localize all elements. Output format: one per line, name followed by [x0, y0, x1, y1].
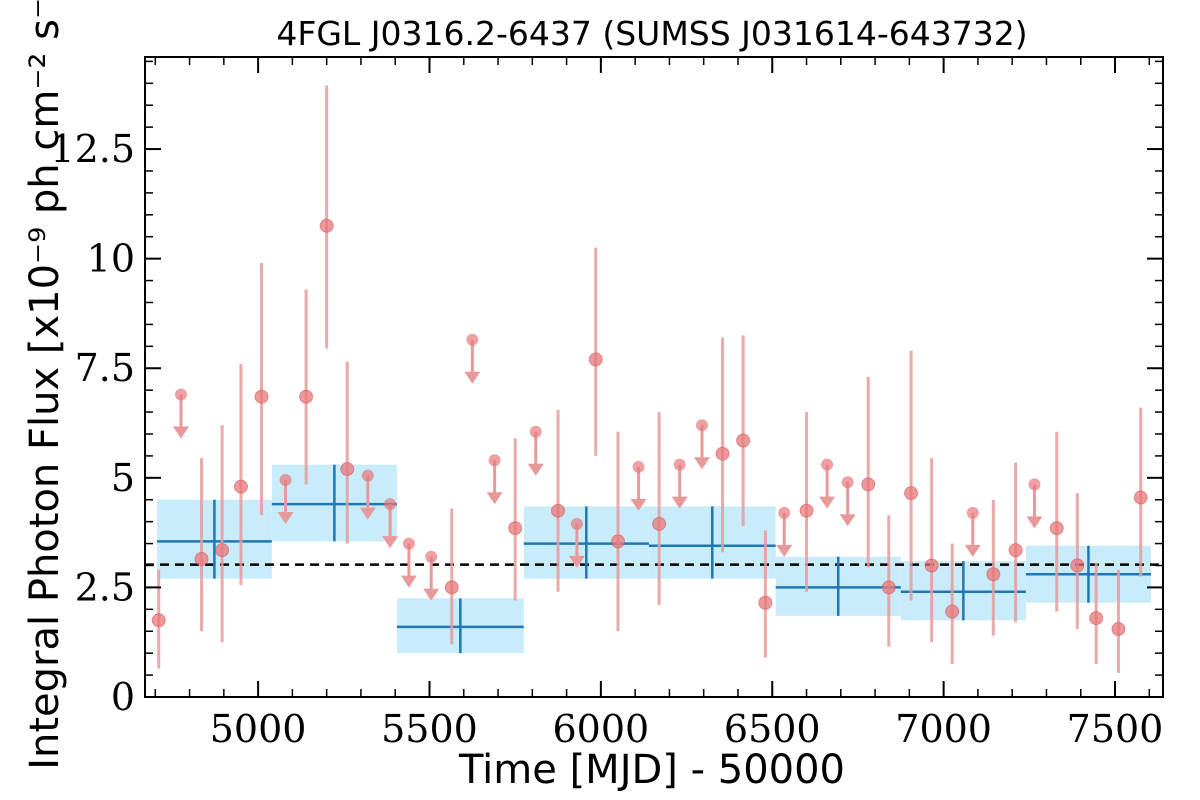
upper-limit-point-13: [778, 506, 791, 519]
upper-limit-arrowhead-3: [382, 536, 399, 549]
upper-limit-point-10: [632, 460, 645, 473]
detection-point-15: [736, 433, 751, 448]
detection-point-23: [986, 567, 1001, 582]
upper-limit-arrowhead-6: [464, 371, 481, 384]
upper-limit-point-4: [402, 537, 415, 550]
detection-point-4: [254, 389, 269, 404]
plot-area: 5000 5500 6000 6500 7000 7500 0 2.5 5 7.5 10 12.5: [50, 56, 1164, 751]
upper-limit-arrowhead-13: [776, 544, 793, 557]
detection-point-6: [319, 218, 334, 233]
x-tick-label-6500: 6500: [724, 707, 821, 751]
detection-point-2: [215, 543, 230, 558]
detection-point-29: [1133, 490, 1148, 505]
detection-point-26: [1070, 558, 1085, 573]
upper-limit-arrowhead-2: [359, 507, 376, 520]
chart-title: 4FGL J0316.2-6437 (SUMSS J031614-643732): [276, 14, 1027, 53]
upper-limit-arrowhead-5: [423, 588, 440, 601]
detection-point-12: [611, 534, 626, 549]
upper-limit-point-3: [384, 498, 397, 511]
upper-limit-point-15: [841, 476, 854, 489]
detection-point-0: [151, 613, 166, 628]
y-tick-label-5: 5: [111, 456, 135, 500]
upper-limit-point-17: [1028, 478, 1041, 491]
upper-limit-arrowhead-16: [964, 544, 981, 557]
x-tick-label-5000: 5000: [210, 707, 307, 751]
upper-limit-point-12: [695, 419, 708, 432]
upper-limit-arrowhead-0: [172, 426, 189, 439]
x-tick-label-6000: 6000: [553, 707, 650, 751]
detection-point-7: [340, 462, 355, 477]
detection-point-21: [924, 558, 939, 573]
detection-point-16: [758, 595, 773, 610]
detection-point-27: [1089, 611, 1104, 626]
upper-limit-arrowhead-12: [693, 457, 710, 470]
upper-limit-arrowhead-14: [819, 496, 836, 509]
detection-point-9: [508, 521, 523, 536]
y-tick-label-2.5: 2.5: [75, 565, 135, 609]
plot-frame: [144, 56, 1164, 698]
x-tick-label-7500: 7500: [1067, 707, 1164, 751]
detection-point-1: [194, 551, 209, 566]
upper-limit-point-8: [529, 425, 542, 438]
y-axis-label: Integral Photon Flux [x10⁻⁹ ph cm⁻² s⁻¹]: [22, 0, 68, 770]
detection-point-24: [1008, 543, 1023, 558]
upper-limit-point-0: [174, 388, 187, 401]
upper-limit-arrowhead-11: [671, 496, 688, 509]
upper-limit-point-5: [425, 550, 438, 563]
y-tick-label-12.5: 12.5: [50, 127, 135, 171]
detection-point-22: [945, 604, 960, 619]
detection-point-11: [588, 352, 603, 367]
upper-limit-point-14: [821, 458, 834, 471]
upper-limit-point-7: [488, 454, 501, 467]
detection-point-8: [444, 580, 459, 595]
detection-point-19: [881, 580, 896, 595]
upper-limit-arrowhead-7: [486, 492, 503, 505]
y-tick-label-0: 0: [111, 675, 135, 719]
upper-limit-point-9: [570, 517, 583, 530]
upper-limit-point-2: [361, 469, 374, 482]
upper-limit-arrowhead-8: [527, 463, 544, 476]
x-axis-label: Time [MJD] - 50000: [458, 747, 845, 793]
upper-limit-arrowhead-9: [568, 555, 585, 568]
detection-point-10: [551, 503, 566, 518]
upper-limit-arrowhead-1: [277, 512, 294, 525]
y-tick-label-7.5: 7.5: [75, 346, 135, 390]
detection-point-13: [652, 516, 667, 531]
upper-limit-arrowhead-4: [400, 575, 417, 588]
detection-point-18: [861, 477, 876, 492]
y-tick-label-10: 10: [87, 237, 135, 281]
upper-limit-arrowhead-15: [839, 514, 856, 527]
x-tick-label-5500: 5500: [381, 707, 478, 751]
detection-point-28: [1111, 622, 1126, 637]
detection-point-20: [904, 486, 919, 501]
upper-limit-point-11: [673, 458, 686, 471]
detection-point-3: [233, 479, 248, 494]
upper-limit-point-1: [279, 474, 292, 487]
upper-limit-point-6: [466, 333, 479, 346]
detection-point-17: [799, 503, 814, 518]
upper-limit-point-16: [966, 506, 979, 519]
detection-point-25: [1049, 521, 1064, 536]
detection-point-14: [715, 446, 730, 461]
detection-point-5: [299, 389, 314, 404]
upper-limit-arrowhead-17: [1026, 516, 1043, 529]
x-tick-label-7000: 7000: [895, 707, 992, 751]
upper-limit-arrowhead-10: [630, 498, 647, 511]
